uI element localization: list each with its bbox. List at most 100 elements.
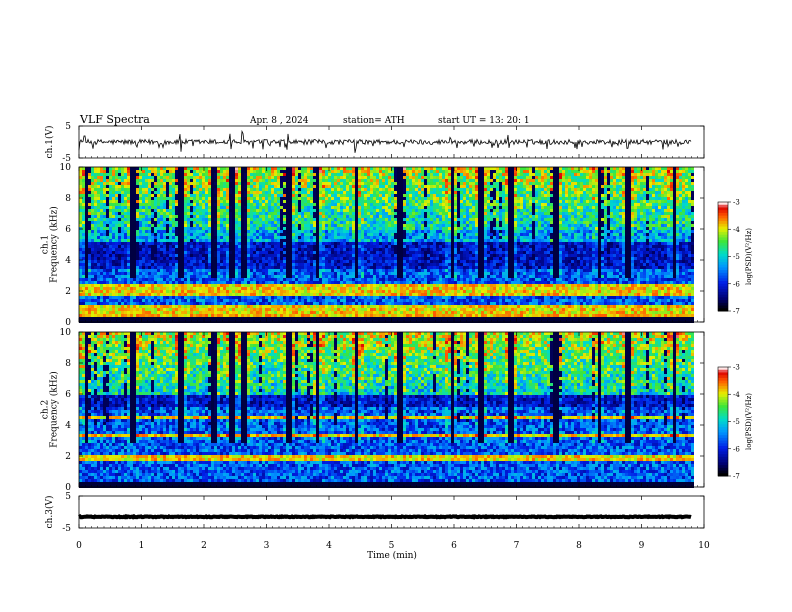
- ch1-spectrogram-cell: [154, 308, 157, 311]
- ch1-spectrogram-cell: [241, 203, 244, 206]
- ch1-spectrogram-cell: [223, 203, 226, 206]
- ch1-spectrogram-cell: [169, 308, 172, 311]
- ch1-spectrogram-cell: [334, 182, 337, 185]
- ch1-spectrogram-cell: [100, 206, 103, 209]
- ch1-spectrogram-cell: [325, 188, 328, 191]
- ch1-spectrogram-cell: [130, 275, 133, 278]
- ch1-spectrogram-cell: [277, 179, 280, 182]
- ch1-spectrogram-cell: [238, 272, 241, 275]
- ch1-spectrogram-cell: [214, 191, 217, 194]
- ch1-spectrogram-cell: [295, 197, 298, 200]
- ch1-spectrogram-cell: [109, 221, 112, 224]
- ch1-spectrogram-cell: [310, 221, 313, 224]
- ch1-spectrogram-cell: [118, 227, 121, 230]
- ch1-spectrogram-cell: [190, 266, 193, 269]
- ch1-spectrogram-cell: [97, 296, 100, 299]
- ch1-spectrogram-cell: [166, 185, 169, 188]
- ch1-spectrogram-cell: [271, 296, 274, 299]
- ch1-spectrogram-cell: [178, 221, 181, 224]
- ch1-spectrogram-cell: [79, 209, 82, 212]
- ch1-spectrogram-cell: [292, 227, 295, 230]
- ch1-spectrogram-cell: [235, 230, 238, 233]
- ch1-spectrogram-cell: [130, 176, 133, 179]
- ch1-spectrogram-cell: [274, 239, 277, 242]
- ch1-spectrogram-cell: [142, 173, 145, 176]
- ch1-spectrogram-cell: [223, 281, 226, 284]
- ch1-spectrogram-cell: [109, 269, 112, 272]
- ch1-spectrogram-cell: [319, 290, 322, 293]
- ch1-spectrogram-cell: [151, 185, 154, 188]
- ch1-spectrogram-cell: [103, 305, 106, 308]
- ch1-spectrogram-cell: [106, 245, 109, 248]
- ch1-spectrogram-cell: [337, 245, 340, 248]
- ch1-spectrogram-cell: [220, 191, 223, 194]
- ch1-spectrogram-cell: [175, 278, 178, 281]
- ch1-spectrogram-cell: [151, 284, 154, 287]
- ch1-spectrogram-cell: [238, 254, 241, 257]
- ch1-spectrogram-cell: [244, 260, 247, 263]
- ch1-spectrogram-cell: [190, 311, 193, 314]
- ch1-spectrogram-cell: [103, 242, 106, 245]
- ch1-spectrogram-cell: [124, 227, 127, 230]
- ch1-spectrogram-cell: [298, 218, 301, 221]
- ch1-spectrogram-cell: [256, 296, 259, 299]
- ch1-spectrogram-cell: [283, 314, 286, 317]
- ch1-spectrogram-cell: [118, 290, 121, 293]
- ch1-spectrogram-cell: [352, 212, 355, 215]
- ch1-spectrogram-cell: [295, 230, 298, 233]
- ch1-spectrogram-cell: [112, 230, 115, 233]
- ch1-spectrogram-cell: [202, 284, 205, 287]
- ch1-spectrogram-cell: [208, 224, 211, 227]
- ch1-spectrogram-cell: [235, 191, 238, 194]
- ch1-spectrogram-cell: [262, 275, 265, 278]
- ch1-spectrogram-cell: [217, 293, 220, 296]
- ch1-spectrogram-cell: [304, 311, 307, 314]
- ch1-spectrogram-cell: [124, 215, 127, 218]
- ch1-spectrogram-cell: [199, 212, 202, 215]
- ch1-spectrogram-cell: [316, 278, 319, 281]
- ch1-spectrogram-cell: [337, 176, 340, 179]
- ch1-spectrogram-cell: [169, 221, 172, 224]
- ch1-spectrogram-cell: [223, 260, 226, 263]
- ch1-spectrogram-cell: [100, 257, 103, 260]
- ch1-spectrogram-cell: [97, 302, 100, 305]
- ch1-spectrogram-cell: [154, 236, 157, 239]
- ch1-spectrogram-cell: [319, 296, 322, 299]
- ch1-spectrogram-cell: [241, 302, 244, 305]
- ch1-spectrogram-cell: [211, 215, 214, 218]
- ch1-spectrogram-cell: [304, 299, 307, 302]
- ch1-spectrogram-cell: [91, 185, 94, 188]
- ch1-spectrogram-cell: [355, 320, 358, 323]
- ch1-spectrogram-cell: [202, 275, 205, 278]
- ch1-spectrogram-cell: [190, 179, 193, 182]
- ch1-spectrogram-cell: [238, 266, 241, 269]
- ch1-spectrogram-cell: [181, 200, 184, 203]
- ch1-spectrogram-cell: [301, 200, 304, 203]
- ch1-spectrogram-cell: [79, 236, 82, 239]
- ch1-spectrogram-cell: [82, 293, 85, 296]
- ch1-spectrogram-cell: [223, 320, 226, 323]
- ch1-spectrogram-cell: [253, 293, 256, 296]
- ch1-spectrogram-cell: [163, 224, 166, 227]
- ch1-spectrogram-cell: [271, 221, 274, 224]
- ch1-spectrogram-cell: [232, 299, 235, 302]
- ch1-spectrogram-cell: [214, 251, 217, 254]
- ch1-spectrogram-cell: [151, 266, 154, 269]
- ch1-spectrogram-cell: [151, 221, 154, 224]
- ch1-spectrogram-cell: [232, 245, 235, 248]
- ch1-spectrogram-cell: [226, 263, 229, 266]
- ch1-spectrogram-cell: [319, 185, 322, 188]
- ch1-spectrogram-cell: [199, 173, 202, 176]
- ch1-spectrogram-cell: [274, 245, 277, 248]
- ch1-spectrogram-cell: [199, 299, 202, 302]
- ch1-spectrogram-cell: [85, 251, 88, 254]
- ch1-spectrogram-cell: [343, 194, 346, 197]
- ch1-spectrogram-cell: [259, 239, 262, 242]
- ch1-spectrogram-cell: [127, 167, 130, 170]
- ch1-spectrogram-cell: [112, 311, 115, 314]
- ch1-spectrogram-cell: [259, 194, 262, 197]
- ch1-spectrogram-cell: [274, 278, 277, 281]
- ch1-spectrogram-cell: [202, 272, 205, 275]
- ch1-spectrogram-cell: [337, 194, 340, 197]
- ch1-spectrogram-cell: [286, 278, 289, 281]
